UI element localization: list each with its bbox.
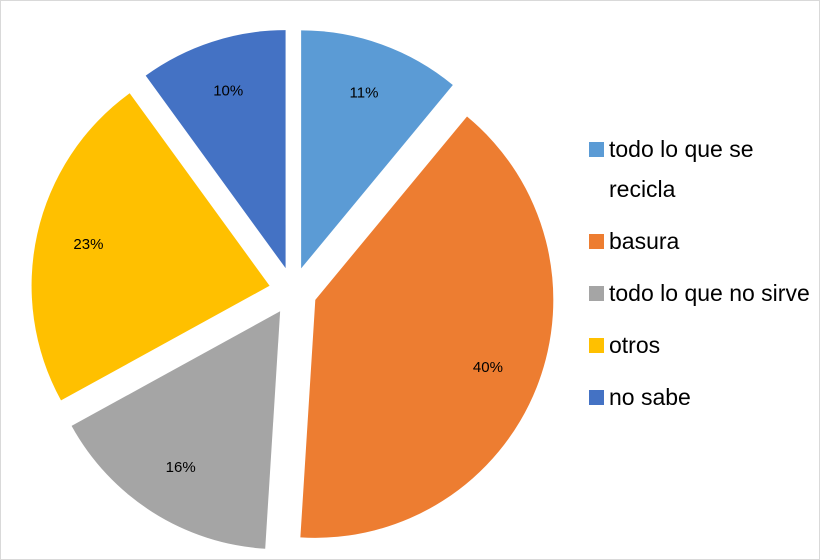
legend-item: todo lo que no sirve — [589, 273, 817, 313]
legend-swatch — [589, 142, 604, 157]
legend-label: no sabe — [609, 384, 691, 410]
data-label: 11% — [350, 85, 379, 102]
legend-item: todo lo que se recicla — [589, 129, 817, 209]
legend-item: basura — [589, 221, 817, 261]
data-label: 16% — [166, 459, 196, 476]
legend-swatch — [589, 234, 604, 249]
data-label: 40% — [473, 359, 503, 376]
data-label: 23% — [73, 236, 103, 253]
legend-swatch — [589, 338, 604, 353]
legend-label: todo lo que se recicla — [609, 136, 754, 202]
pie-slice — [31, 93, 270, 401]
legend-item: otros — [589, 325, 817, 365]
legend-swatch — [589, 286, 604, 301]
pie-slice — [301, 30, 453, 269]
legend-label: basura — [609, 228, 680, 254]
legend-label: todo lo que no sirve — [609, 280, 810, 306]
pie-slice — [71, 311, 281, 549]
legend: todo lo que se recicla basura todo lo que … — [589, 129, 817, 429]
pie-slice — [300, 116, 554, 538]
pie-slice — [145, 30, 286, 269]
data-label: 10% — [213, 83, 243, 100]
legend-item: no sabe — [589, 377, 817, 417]
legend-swatch — [589, 390, 604, 405]
legend-label: otros — [609, 332, 661, 358]
